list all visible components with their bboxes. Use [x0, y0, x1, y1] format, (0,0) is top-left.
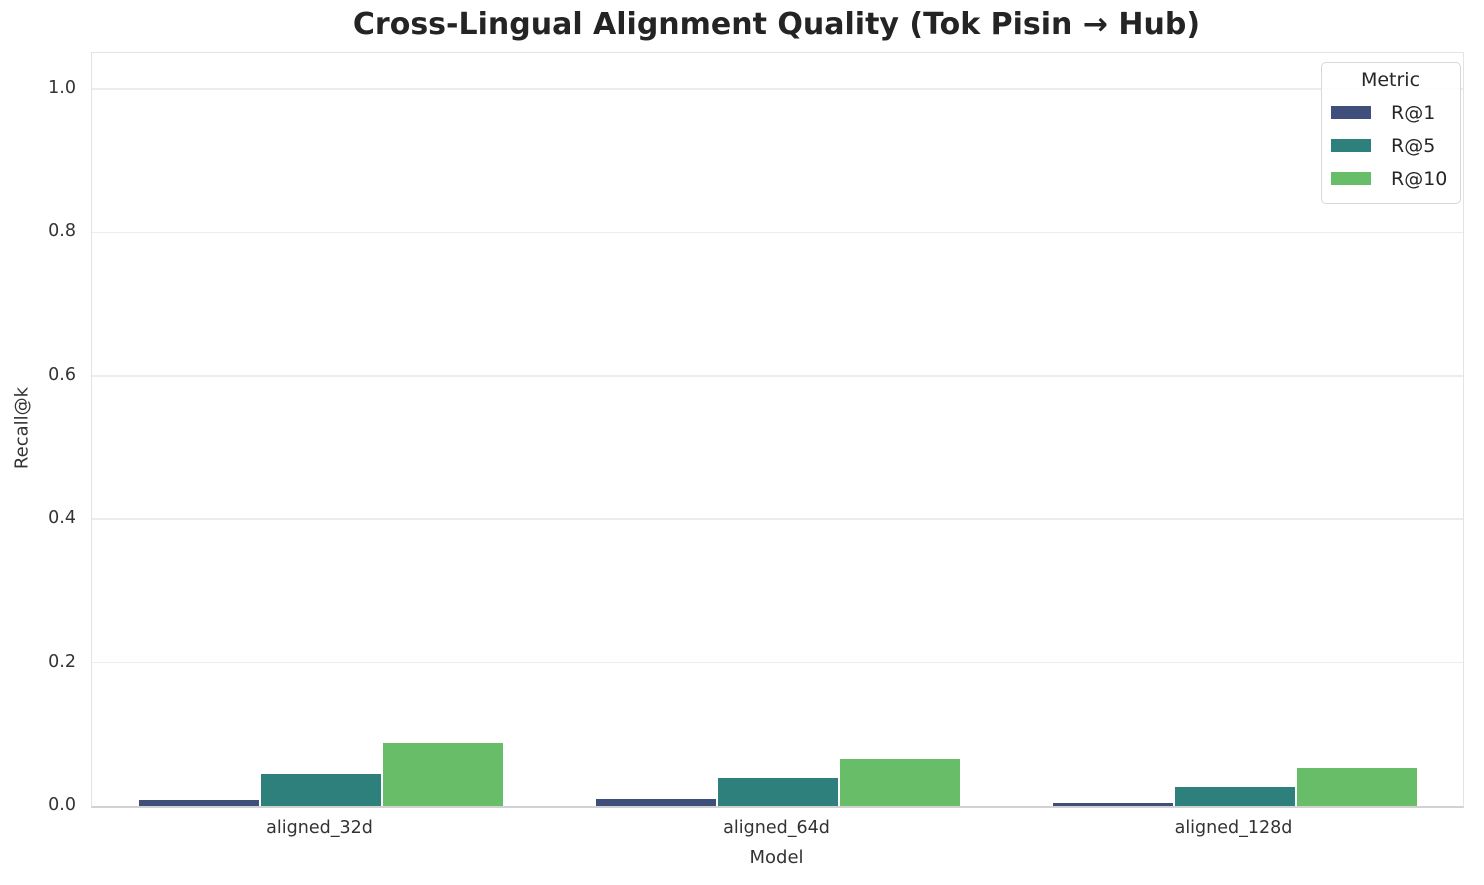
y-tick-label-1.0: 1.0: [48, 77, 76, 98]
y-tick-label-0.0: 0.0: [48, 795, 76, 815]
legend-label-R@1: R@1: [1391, 101, 1436, 124]
legend-items: R@1 R@5 R@10: [1331, 96, 1450, 195]
x-tick-label-aligned_64d: aligned_64d: [723, 818, 830, 838]
plot-area: Metric R@1 R@5 R@10: [91, 52, 1464, 808]
bar-R@1-aligned_64d: [595, 798, 716, 806]
gridline-0.6: [92, 374, 1463, 377]
legend-swatch-R@5: [1331, 139, 1371, 152]
bar-R@10-aligned_64d: [839, 759, 960, 806]
legend-label-R@5: R@5: [1391, 134, 1436, 157]
y-tick-label-0.2: 0.2: [48, 651, 76, 672]
legend-item-R@1: R@1: [1331, 96, 1450, 129]
legend-item-R@10: R@10: [1331, 162, 1450, 195]
bar-R@10-aligned_128d: [1296, 768, 1417, 806]
x-tick-label-aligned_128d: aligned_128d: [1174, 818, 1293, 838]
legend: Metric R@1 R@5 R@10: [1321, 62, 1461, 204]
bar-R@1-aligned_32d: [138, 800, 259, 806]
x-axis-label: Model: [749, 847, 804, 868]
y-axis-label: Recall@k: [11, 386, 33, 470]
gridline-1.0: [92, 88, 1463, 90]
bar-R@5-aligned_64d: [717, 778, 838, 806]
legend-label-R@10: R@10: [1391, 167, 1448, 190]
legend-item-R@5: R@5: [1331, 129, 1450, 162]
gridline-0.8: [92, 231, 1463, 234]
gridline-0.4: [92, 518, 1463, 520]
bar-R@5-aligned_32d: [260, 773, 381, 806]
bar-R@1-aligned_128d: [1052, 803, 1173, 806]
bar-group-aligned_128d: [1006, 53, 1463, 806]
y-tick-label-0.6: 0.6: [48, 364, 76, 385]
chart-title: Cross-Lingual Alignment Quality (Tok Pis…: [352, 7, 1201, 42]
bar-R@5-aligned_128d: [1174, 786, 1295, 806]
legend-title: Metric: [1360, 69, 1421, 91]
bar-group-aligned_32d: [92, 53, 549, 806]
legend-swatch-R@10: [1331, 172, 1371, 185]
y-tick-label-0.4: 0.4: [48, 508, 76, 529]
y-tick-label-0.8: 0.8: [48, 221, 76, 242]
x-tick-label-aligned_32d: aligned_32d: [266, 818, 373, 838]
bar-groups: [92, 53, 1463, 806]
bar-R@10-aligned_32d: [382, 742, 503, 806]
gridline-0.2: [92, 661, 1463, 664]
bar-group-aligned_64d: [549, 53, 1006, 806]
legend-swatch-R@1: [1331, 106, 1371, 119]
